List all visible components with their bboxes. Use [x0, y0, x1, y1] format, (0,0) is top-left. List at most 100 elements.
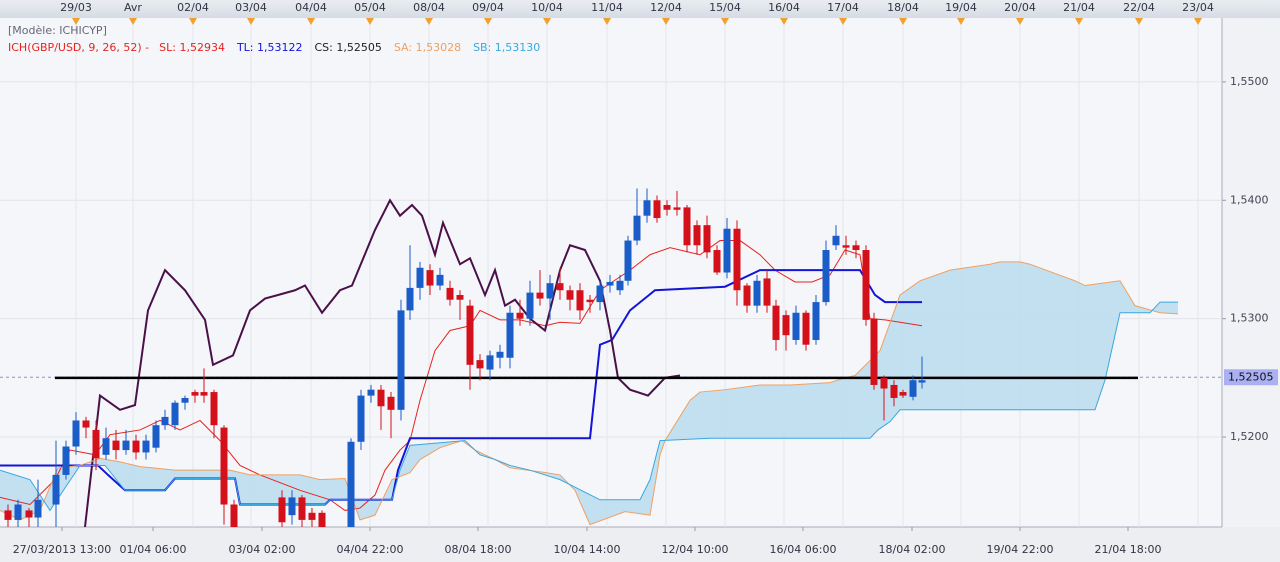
candle-body — [230, 504, 238, 527]
top-tick-label: 15/04 — [709, 1, 741, 14]
indicator-line — [0, 301, 1178, 512]
candle-body — [25, 510, 33, 518]
y-tick-label: 1,5400 — [1230, 193, 1269, 206]
top-tick-label: 18/04 — [887, 1, 919, 14]
legend-entry: SA: 1,53028 — [394, 41, 461, 54]
top-tick-label: 29/03 — [60, 1, 92, 14]
bottom-tick-label: 03/04 02:00 — [229, 543, 296, 556]
day-marker — [307, 18, 315, 25]
day-marker — [129, 18, 137, 25]
candle-body — [683, 207, 691, 246]
top-tick-label: 19/04 — [945, 1, 977, 14]
candle-body — [909, 380, 917, 397]
day-marker — [780, 18, 788, 25]
candle-body — [72, 420, 80, 447]
candle-body — [624, 240, 632, 281]
top-tick-label: 04/04 — [295, 1, 327, 14]
candle-body — [426, 270, 434, 286]
bottom-tick-label: 27/03/2013 13:00 — [13, 543, 112, 556]
candle-body — [142, 440, 150, 453]
axes: 1,5200 1,5300 1,5400 1,5500 29/03 Avr 02/04 03/… — [13, 1, 1278, 556]
candle-body — [733, 228, 741, 291]
candle-body — [546, 283, 554, 299]
candle-body — [606, 281, 614, 286]
candle-body — [318, 512, 326, 527]
candle-body — [406, 287, 414, 311]
day-marker — [1135, 18, 1143, 25]
candle-body — [596, 285, 604, 303]
candle-body — [782, 315, 790, 336]
candle-body — [812, 302, 820, 340]
indicator-line — [0, 240, 923, 511]
grid — [0, 18, 1222, 527]
day-marker — [247, 18, 255, 25]
candle-body — [210, 392, 218, 426]
candle-body — [4, 510, 12, 520]
candle-body — [347, 441, 355, 527]
candle-body — [122, 440, 130, 451]
day-marker — [1016, 18, 1024, 25]
bottom-tick-label: 21/04 18:00 — [1095, 543, 1162, 556]
top-tick-label: 02/04 — [177, 1, 209, 14]
candle-body — [112, 440, 120, 451]
indicator-line — [84, 198, 681, 527]
bottom-axis-band — [0, 527, 1280, 562]
candle-body — [387, 396, 395, 410]
bottom-tick-label: 12/04 10:00 — [662, 543, 729, 556]
candle-body — [357, 395, 365, 442]
candle-body — [456, 294, 464, 300]
top-axis-band — [0, 0, 1280, 18]
candle-body — [918, 380, 926, 383]
candle-body — [516, 312, 524, 319]
candle-body — [772, 305, 780, 340]
candle-body — [92, 429, 100, 459]
candle-body — [506, 312, 514, 358]
candle-body — [899, 392, 907, 396]
candle-body — [832, 235, 840, 246]
last-price-box — [1224, 369, 1278, 386]
top-tick-label: 21/04 — [1063, 1, 1095, 14]
model-label: [Modèle: ICHICYP] — [8, 24, 107, 37]
day-marker — [721, 18, 729, 25]
candle-body — [102, 438, 110, 455]
top-tick-label: 08/04 — [413, 1, 445, 14]
cloud — [0, 261, 1178, 525]
candle-body — [643, 200, 651, 216]
day-marker — [839, 18, 847, 25]
candle-body — [713, 250, 721, 273]
legend: ICH(GBP/USD, 9, 26, 52) - SL: 1,52934 TL:… — [8, 41, 540, 54]
candle-body — [822, 250, 830, 303]
candle-body — [663, 205, 671, 210]
candle-body — [200, 392, 208, 396]
day-marker — [72, 18, 80, 25]
candle-body — [616, 280, 624, 291]
top-tick-label: 22/04 — [1123, 1, 1155, 14]
top-tick-label: 17/04 — [827, 1, 859, 14]
candle-body — [288, 497, 296, 516]
bottom-tick-label: 10/04 14:00 — [554, 543, 621, 556]
candle-body — [220, 427, 228, 505]
y-tick-label: 1,5300 — [1230, 312, 1269, 325]
day-marker — [1194, 18, 1202, 25]
legend-entry: CS: 1,52505 — [315, 41, 382, 54]
candle-body — [367, 389, 375, 396]
day-marker — [425, 18, 433, 25]
top-tick-label: 09/04 — [472, 1, 504, 14]
candle-body — [132, 440, 140, 453]
day-marker — [543, 18, 551, 25]
candle-body — [653, 200, 661, 219]
candle-body — [171, 402, 179, 426]
candle-body — [536, 292, 544, 299]
bottom-tick-label: 04/04 22:00 — [337, 543, 404, 556]
candle-body — [377, 389, 385, 407]
candle-body — [62, 446, 70, 475]
candle-body — [802, 312, 810, 345]
candle-body — [753, 280, 761, 306]
candle-body — [633, 215, 641, 241]
candle-body — [476, 360, 484, 369]
top-tick-label: 11/04 — [591, 1, 623, 14]
candle-body — [436, 274, 444, 286]
last-price-label: 1,52505 — [1228, 370, 1274, 383]
indicator-label: ICH(GBP/USD, 9, 26, 52) - — [8, 41, 149, 54]
candle-body — [792, 312, 800, 340]
